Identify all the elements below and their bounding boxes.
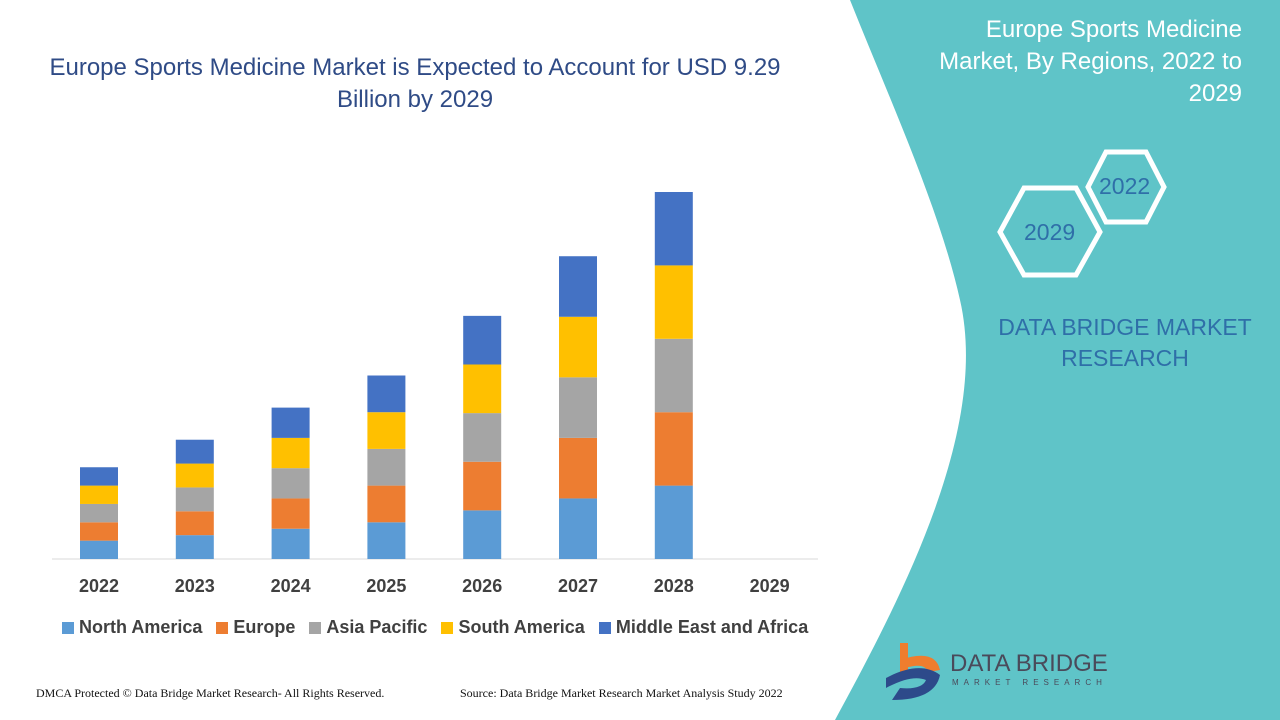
bar-segment-europe-2023 bbox=[175, 511, 214, 536]
bar-segment-south-america-2023 bbox=[175, 463, 214, 488]
bar-segment-asia-pacific-2027 bbox=[559, 377, 597, 438]
bar-segment-middle-east-and-africa-2025 bbox=[367, 375, 406, 413]
legend-item: Asia Pacific bbox=[309, 617, 427, 638]
legend-swatch bbox=[216, 621, 229, 634]
bar-segment-south-america-2024 bbox=[271, 437, 310, 469]
bar-segment-north-america-2027 bbox=[559, 498, 597, 559]
copyright-text: DMCA Protected © Data Bridge Market Rese… bbox=[36, 686, 385, 700]
x-tick-label: 2028 bbox=[653, 576, 694, 596]
legend-label: South America bbox=[458, 617, 585, 637]
x-tick-label: 2023 bbox=[174, 576, 215, 596]
bar-segment-south-america-2025 bbox=[367, 412, 406, 449]
legend-label: Asia Pacific bbox=[326, 617, 428, 637]
bar-segment-asia-pacific-2028 bbox=[654, 338, 693, 413]
side-panel-title: Europe Sports Medicine Market, By Region… bbox=[939, 16, 1242, 107]
bar-segment-europe-2028 bbox=[654, 412, 693, 486]
legend-swatch bbox=[62, 621, 74, 634]
x-tick-label: 2026 bbox=[462, 576, 503, 596]
legend-label: Europe bbox=[233, 617, 296, 637]
x-tick-label: 2029 bbox=[749, 576, 790, 596]
legend-label: North America bbox=[79, 617, 203, 637]
bar-segment-north-america-2024 bbox=[271, 528, 310, 559]
bar-segment-north-america-2028 bbox=[654, 485, 693, 559]
source-text: Source: Data Bridge Market Research Mark… bbox=[460, 686, 783, 700]
x-tick-label: 2027 bbox=[557, 576, 599, 596]
hex-year-2029: 2029 bbox=[1024, 219, 1076, 245]
bar-segment-europe-2027 bbox=[559, 437, 597, 499]
bar-segment-asia-pacific-2024 bbox=[271, 468, 310, 499]
hex-year-2022: 2022 bbox=[1099, 173, 1151, 199]
bar-segment-north-america-2025 bbox=[367, 522, 406, 559]
bar-segment-asia-pacific-2025 bbox=[367, 448, 406, 486]
hexagon-2029 bbox=[997, 185, 1103, 278]
bar-segment-europe-2025 bbox=[367, 485, 406, 523]
bar-segment-south-america-2026 bbox=[463, 364, 502, 414]
x-tick-label: 2024 bbox=[270, 576, 311, 596]
bar-segment-middle-east-and-africa-2026 bbox=[463, 315, 502, 365]
bar-segment-south-america-2022 bbox=[80, 485, 118, 504]
chart-title: Europe Sports Medicine Market is Expecte… bbox=[49, 54, 781, 113]
legend: North America Europe Asia Pacific South … bbox=[62, 617, 808, 638]
bar-segment-north-america-2026 bbox=[463, 510, 502, 559]
legend-label: Middle East and Africa bbox=[615, 617, 809, 637]
bar-segment-south-america-2027 bbox=[559, 316, 597, 378]
bar-segment-europe-2026 bbox=[463, 461, 502, 511]
legend-item: Europe bbox=[216, 617, 295, 638]
legend-swatch bbox=[598, 621, 611, 634]
bar-segment-asia-pacific-2023 bbox=[175, 487, 214, 512]
x-tick-label: 2025 bbox=[366, 576, 407, 596]
bar-segment-middle-east-and-africa-2027 bbox=[559, 256, 597, 317]
bar-segment-asia-pacific-2022 bbox=[80, 503, 118, 523]
bar-segment-europe-2022 bbox=[80, 522, 118, 541]
bar-segment-middle-east-and-africa-2023 bbox=[175, 439, 214, 464]
logo-name: DATA BRIDGE bbox=[950, 650, 1108, 677]
logo-icon bbox=[886, 643, 940, 700]
logo-tagline: MARKET RESEARCH bbox=[952, 678, 1107, 687]
side-panel-shape bbox=[835, 0, 1280, 720]
hexagon-2022 bbox=[1085, 149, 1167, 225]
bar-segment-south-america-2028 bbox=[654, 265, 693, 339]
legend-swatch bbox=[441, 621, 454, 634]
bar-segment-asia-pacific-2026 bbox=[463, 413, 502, 462]
bars-group bbox=[80, 192, 693, 559]
bar-segment-middle-east-and-africa-2024 bbox=[271, 407, 310, 438]
bar-segment-north-america-2022 bbox=[80, 540, 118, 559]
legend-item: South America bbox=[441, 617, 585, 638]
x-tick-label: 2022 bbox=[78, 576, 120, 596]
bar-segment-europe-2024 bbox=[271, 498, 310, 529]
bar-segment-north-america-2023 bbox=[175, 535, 214, 559]
legend-item: North America bbox=[62, 617, 202, 638]
brand-text: DATA BRIDGE MARKET RESEARCH bbox=[998, 314, 1252, 371]
bar-segment-middle-east-and-africa-2028 bbox=[654, 192, 693, 266]
legend-item: Middle East and Africa bbox=[598, 617, 809, 638]
bar-segment-middle-east-and-africa-2022 bbox=[80, 467, 118, 486]
legend-swatch bbox=[309, 621, 322, 634]
